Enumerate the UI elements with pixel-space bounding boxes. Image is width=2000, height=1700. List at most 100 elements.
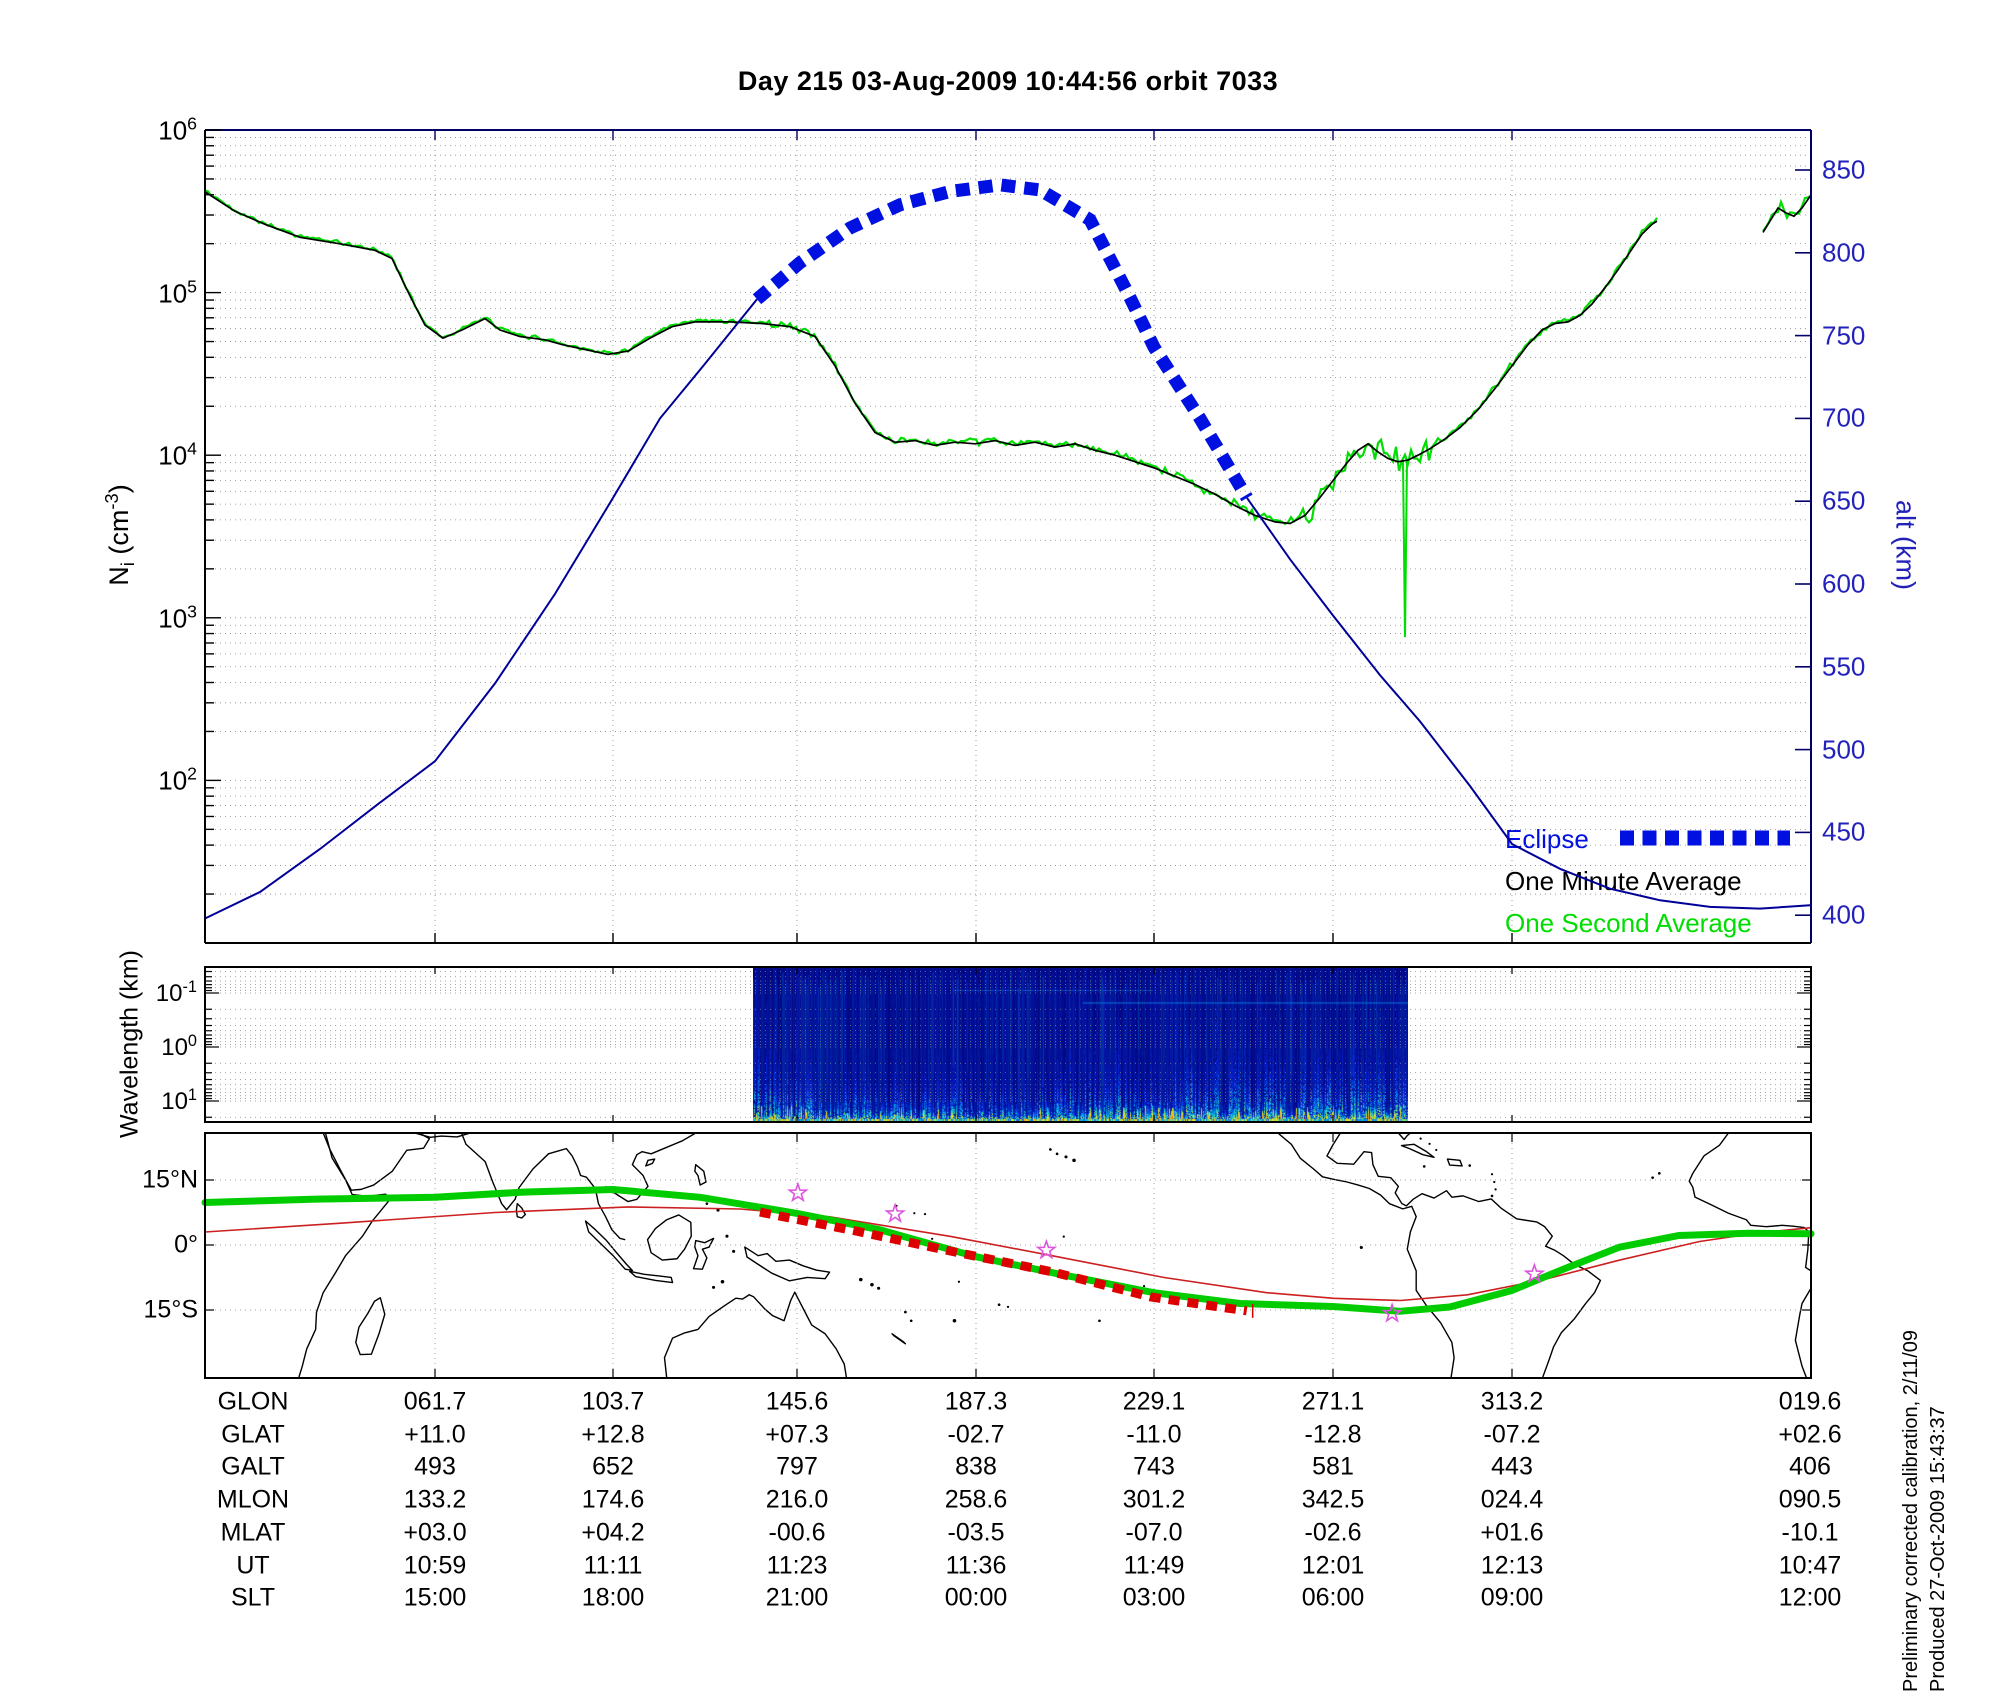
eclipse-ground-track <box>759 1207 1248 1316</box>
table-cell: +11.0 <box>404 1420 466 1449</box>
wavelength-axis-tick-label: 101 <box>161 1086 197 1115</box>
table-cell: -11.0 <box>1126 1420 1182 1449</box>
map-lat-label-15s: 15°S <box>143 1295 198 1324</box>
table-cell: -03.5 <box>947 1518 1005 1547</box>
table-cell: -07.2 <box>1483 1420 1541 1449</box>
table-cell: 581 <box>1312 1452 1354 1481</box>
table-cell: +04.2 <box>581 1518 645 1547</box>
density-axis-tick-label: 102 <box>158 764 197 796</box>
world-map-coastlines <box>205 1133 1811 1378</box>
table-row-label-galt: GALT <box>221 1452 285 1481</box>
map-lat-label-0: 0° <box>174 1230 198 1259</box>
altitude-axis-tick-label: 400 <box>1822 899 1866 930</box>
wavelength-axis-tick-label: 100 <box>161 1032 197 1061</box>
altitude-axis-tick-label: 700 <box>1822 402 1866 433</box>
table-cell: 12:13 <box>1480 1551 1544 1579</box>
altitude-axis-tick-label: 500 <box>1822 734 1866 765</box>
table-cell: 493 <box>414 1452 456 1481</box>
one-second-spike <box>1402 460 1408 638</box>
table-cell: 743 <box>1133 1452 1175 1481</box>
map-frame <box>204 1132 1812 1379</box>
table-cell: 258.6 <box>944 1485 1008 1514</box>
table-cell: 09:00 <box>1480 1583 1544 1612</box>
spectrogram-frame <box>204 966 1812 1123</box>
one-second-average-curve <box>205 189 1658 526</box>
legend-item-eclipse: Eclipse <box>1505 824 1589 855</box>
table-cell: 797 <box>776 1452 818 1481</box>
table-cell: 11:49 <box>1123 1551 1185 1579</box>
table-cell: 313.2 <box>1480 1387 1544 1416</box>
table-cell: 00:00 <box>944 1583 1008 1612</box>
table-row-label-slt: SLT <box>231 1583 275 1612</box>
table-cell: -12.8 <box>1304 1420 1362 1449</box>
altitude-axis-tick-label: 850 <box>1822 154 1866 185</box>
footer-line-2: Produced 27-Oct-2009 15:43:37 <box>1927 1406 1949 1692</box>
table-cell: 342.5 <box>1301 1485 1365 1514</box>
table-cell: 11:23 <box>766 1551 828 1579</box>
table-cell: 03:00 <box>1122 1583 1186 1612</box>
table-cell: 18:00 <box>581 1583 645 1612</box>
table-cell: 406 <box>1789 1452 1831 1481</box>
altitude-axis-tick-label: 550 <box>1822 651 1866 682</box>
legend-label: Eclipse <box>1505 824 1589 854</box>
one-minute-average-curve <box>205 191 1658 525</box>
footer-line-1: Preliminary corrected calibration, 2/11/… <box>1900 1329 1922 1692</box>
one-second-average-curve <box>1762 194 1811 232</box>
table-cell: -10.1 <box>1781 1518 1839 1547</box>
density-axis-tick-label: 105 <box>158 276 197 308</box>
table-cell: +01.6 <box>1480 1518 1544 1547</box>
density-axis-tick-label: 104 <box>158 438 197 471</box>
table-cell: 019.6 <box>1778 1387 1842 1416</box>
table-cell: 10:59 <box>403 1551 467 1579</box>
star-marker <box>786 1181 809 1203</box>
table-cell: -00.6 <box>768 1518 826 1547</box>
table-cell: 174.6 <box>581 1485 645 1514</box>
table-cell: 11:11 <box>583 1551 643 1579</box>
table-cell: +02.6 <box>1778 1420 1842 1449</box>
altitude-axis-tick-label: 450 <box>1822 816 1866 847</box>
wavelength-axis-tick-label: 10-1 <box>155 978 197 1007</box>
table-cell: 229.1 <box>1122 1387 1186 1416</box>
star-marker <box>884 1202 907 1224</box>
production-note: Preliminary corrected calibration, 2/11/… <box>1898 1330 1952 1692</box>
table-cell: 133.2 <box>403 1485 467 1514</box>
star-marker <box>1035 1238 1058 1260</box>
table-cell: 216.0 <box>765 1485 829 1514</box>
altitude-curve <box>1246 497 1811 910</box>
altitude-axis-tick-label: 750 <box>1822 320 1866 351</box>
table-cell: 301.2 <box>1122 1485 1186 1514</box>
table-cell: -07.0 <box>1125 1518 1183 1547</box>
magnetic-equator-line <box>204 1206 1812 1302</box>
table-cell: 12:01 <box>1301 1551 1365 1579</box>
table-cell: 12:00 <box>1778 1583 1842 1612</box>
table-cell: 06:00 <box>1301 1583 1365 1612</box>
table-cell: 090.5 <box>1778 1485 1842 1514</box>
table-cell: +07.3 <box>765 1420 829 1449</box>
table-cell: 10:47 <box>1778 1551 1842 1579</box>
altitude-curve <box>204 298 758 920</box>
altitude-axis-tick-label: 800 <box>1822 237 1866 268</box>
density-axis-tick-label: 103 <box>158 601 197 634</box>
altitude-axis-tick-label: 600 <box>1822 568 1866 599</box>
table-row-label-mlon: MLON <box>216 1485 290 1514</box>
table-cell: 145.6 <box>765 1387 829 1416</box>
table-row-label-mlat: MLAT <box>220 1518 286 1547</box>
star-marker <box>1381 1302 1404 1323</box>
table-cell: 652 <box>592 1452 634 1481</box>
one-minute-average-curve <box>1762 194 1811 233</box>
altitude-axis-tick-label: 650 <box>1822 485 1866 516</box>
table-cell: +12.8 <box>581 1420 645 1449</box>
table-cell: 838 <box>955 1452 997 1481</box>
table-row-label-ut: UT <box>236 1551 270 1579</box>
table-cell: 061.7 <box>403 1387 467 1416</box>
table-cell: -02.6 <box>1304 1518 1362 1547</box>
legend-label: One Second Average <box>1505 908 1752 938</box>
table-cell: 271.1 <box>1301 1387 1365 1416</box>
table-cell: 024.4 <box>1480 1485 1544 1514</box>
density-axis-tick-label: 106 <box>158 113 197 146</box>
page-title: Day 215 03-Aug-2009 10:44:56 orbit 7033 <box>737 66 1279 96</box>
legend-item-one-second: One Second Average <box>1505 908 1752 939</box>
altitude-eclipse-dashed <box>752 178 1253 502</box>
table-row-label-glat: GLAT <box>221 1420 285 1449</box>
